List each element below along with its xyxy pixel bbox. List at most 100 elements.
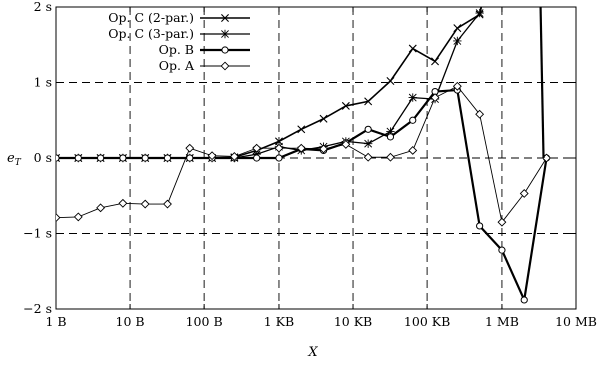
data-point: [430, 93, 440, 103]
legend-label: Op. B: [159, 42, 194, 57]
star-marker: [475, 8, 484, 18]
star-marker: [408, 93, 417, 102]
data-point: [452, 81, 462, 91]
data-point: [386, 152, 395, 162]
x-marker: [341, 101, 350, 110]
data-point: [431, 57, 440, 66]
star-marker: [453, 36, 462, 46]
data-point: [497, 217, 507, 227]
circle-marker: [498, 246, 506, 254]
data-point: [341, 139, 351, 149]
legend-label: Op. C (3-par.): [108, 26, 194, 41]
x-tick-label: 1 B: [45, 314, 66, 329]
circle-marker: [163, 154, 172, 162]
data-point: [221, 46, 229, 54]
circle-marker: [141, 154, 149, 162]
data-point: [520, 296, 528, 304]
x-tick-label: 100 B: [186, 314, 223, 329]
circle-marker: [74, 154, 82, 162]
data-point: [229, 152, 239, 161]
diamond-marker: [207, 151, 217, 161]
data-point: [476, 222, 484, 230]
data-point: [185, 143, 195, 153]
data-point: [163, 154, 172, 162]
data-point: [297, 125, 306, 134]
data-point: [364, 125, 372, 133]
data-point: [140, 199, 150, 209]
data-point: [96, 203, 106, 213]
star-marker: [252, 150, 261, 159]
x-tick-label: 100 KB: [404, 314, 450, 329]
diamond-marker: [185, 143, 195, 153]
y-axis-label-sub: T: [15, 158, 22, 168]
data-point: [141, 154, 149, 162]
data-point: [274, 143, 284, 153]
diamond-marker: [229, 152, 239, 161]
data-point: [275, 154, 283, 162]
data-point: [73, 212, 83, 222]
circle-marker: [520, 296, 528, 304]
data-point: [207, 151, 217, 161]
y-tick-label: −2 s: [23, 301, 52, 316]
data-point: [118, 198, 128, 208]
circle-marker: [253, 154, 261, 162]
data-point: [56, 154, 60, 162]
diamond-marker: [408, 146, 418, 155]
legend-label: Op. C (2-par.): [108, 10, 194, 25]
legend-entry: Op. C (2-par.): [108, 10, 250, 25]
legend: Op. C (2-par.)Op. C (3-par.)Op. BOp. A: [108, 10, 250, 73]
x-axis-label: X: [307, 345, 318, 360]
series-layer: [56, 7, 551, 304]
data-point: [475, 8, 484, 18]
circle-marker: [275, 154, 283, 162]
x-marker: [297, 125, 306, 134]
diamond-marker: [252, 143, 262, 153]
y-axis-label-main: e: [7, 151, 15, 166]
data-point: [186, 154, 194, 162]
star-marker: [220, 29, 230, 39]
data-point: [364, 97, 373, 106]
circle-marker: [386, 133, 395, 141]
circle-marker: [56, 154, 60, 162]
circle-marker: [476, 222, 484, 230]
x-tick-label: 10 MB: [555, 314, 597, 329]
data-point: [56, 213, 61, 223]
data-point: [253, 154, 261, 162]
circle-marker: [409, 116, 417, 124]
x-marker: [408, 44, 417, 53]
x-tick-label: 1 MB: [485, 314, 519, 329]
y-tick-label: −1 s: [23, 226, 52, 241]
data-point: [408, 44, 417, 53]
data-point: [363, 152, 373, 162]
x-marker: [453, 24, 462, 33]
grid-layer: [56, 7, 576, 309]
x-marker: [319, 114, 328, 123]
data-point: [252, 150, 261, 159]
x-tick-label: 10 B: [116, 314, 145, 329]
data-point: [408, 93, 417, 102]
diamond-marker: [430, 93, 440, 103]
star-marker: [363, 139, 373, 148]
data-point: [386, 133, 395, 141]
diamond-marker: [386, 152, 395, 162]
data-point: [453, 36, 462, 46]
ticks-layer: 1 B 10 B 100 B 1 KB 10 KB 100 KB 1 MB 10 MB 2 s 1…: [23, 0, 597, 329]
star-marker: [386, 127, 395, 136]
legend-entry: Op. C (3-par.): [108, 26, 250, 41]
series-line: [56, 88, 548, 302]
diamond-marker: [296, 143, 306, 153]
data-point: [319, 144, 328, 154]
data-point: [220, 29, 230, 39]
data-point: [119, 154, 127, 162]
x-marker: [431, 57, 440, 66]
diamond-marker: [319, 144, 328, 154]
data-point: [519, 189, 529, 198]
y-axis-label: eT: [7, 151, 22, 168]
circle-marker: [96, 154, 105, 162]
x-tick-label: 1 KB: [264, 314, 294, 329]
y-tick-label: 0 s: [34, 150, 52, 165]
circle-marker: [119, 154, 127, 162]
y-tick-label: 1 s: [34, 75, 52, 90]
